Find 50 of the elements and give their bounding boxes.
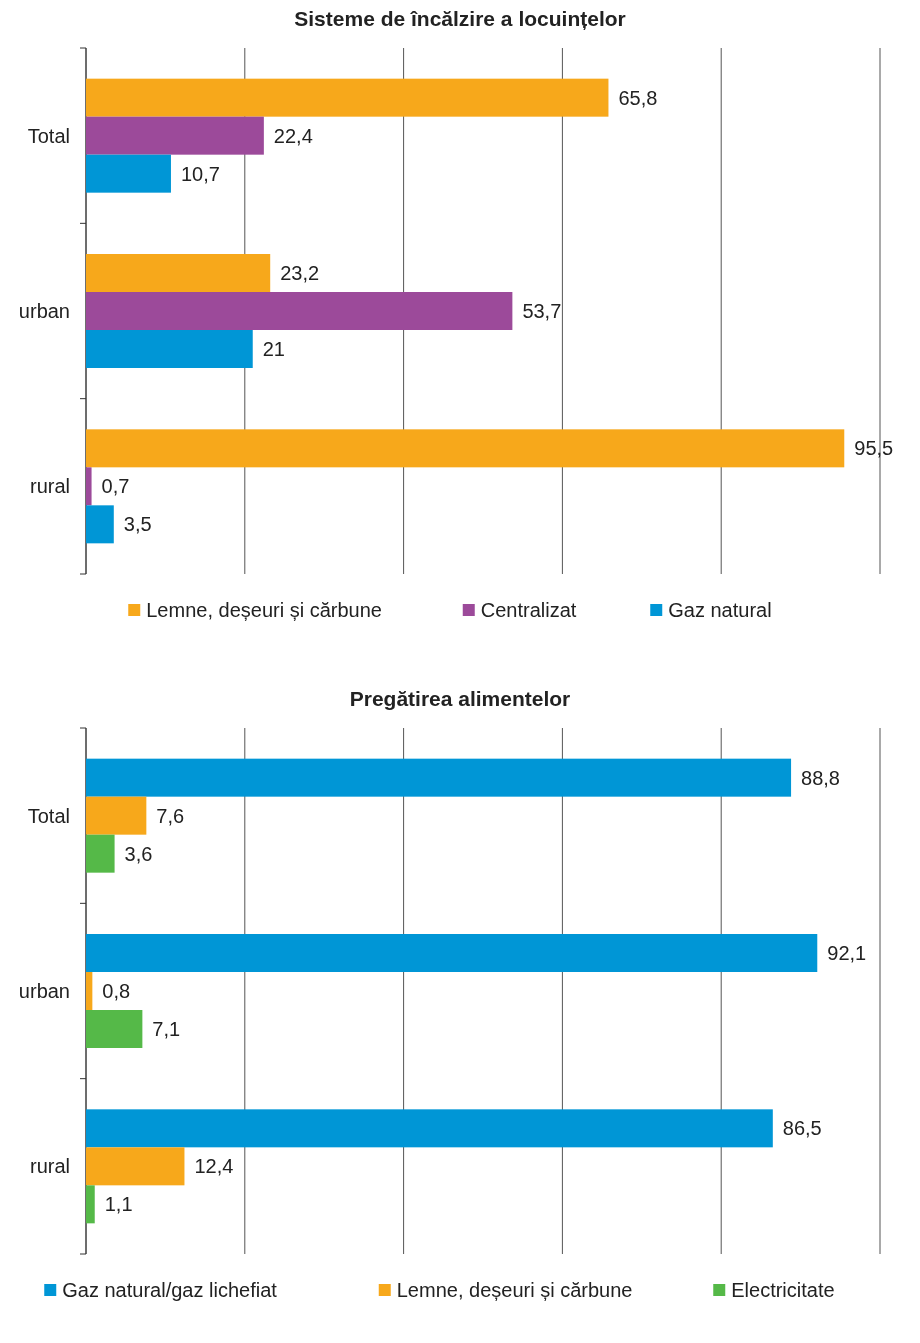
data-label: 95,5 (854, 437, 894, 460)
data-label: 7,6 (156, 804, 185, 827)
bar (86, 1185, 95, 1224)
data-label: 12,4 (194, 1155, 234, 1178)
bar (86, 467, 92, 506)
data-label: 86,5 (782, 1117, 822, 1140)
data-label: 10,7 (180, 162, 220, 185)
data-label: 21 (262, 338, 285, 360)
bar (86, 154, 171, 193)
chart-title: Pregătirea alimentelor (349, 687, 571, 710)
data-label: 88,8 (801, 766, 841, 789)
bar (86, 429, 845, 468)
bar (86, 254, 271, 292)
bar (86, 972, 93, 1010)
chart-title: Sisteme de încălzire a locuințelor (294, 7, 626, 30)
bar (86, 116, 264, 155)
data-label: 3,6 (124, 842, 153, 865)
data-label: 92,1 (827, 942, 867, 964)
bar (86, 78, 609, 117)
data-label: 1,1 (104, 1193, 133, 1216)
bar (86, 1109, 773, 1148)
data-label: 65,8 (618, 86, 658, 109)
legend-label: Lemne, deșeuri și cărbune (146, 599, 382, 621)
y-tick-label: urban (18, 980, 70, 1002)
y-tick-label: Total (27, 124, 70, 147)
bar (86, 796, 147, 835)
bar (86, 292, 513, 330)
data-label: 7,1 (152, 1018, 181, 1040)
data-label: 0,7 (101, 475, 130, 498)
bar (86, 330, 253, 368)
bar (86, 1147, 185, 1186)
data-label: 53,7 (522, 300, 562, 322)
legend-label: Centralizat (480, 599, 577, 621)
data-label: 3,5 (123, 513, 152, 536)
bar (86, 934, 818, 972)
bar (86, 834, 115, 873)
bar (86, 1010, 143, 1048)
y-tick-label: urban (18, 300, 70, 322)
y-tick-label: Total (27, 804, 70, 827)
bar (86, 505, 114, 544)
data-label: 23,2 (280, 262, 320, 284)
legend-label: Electricitate (731, 1279, 835, 1301)
legend-label: Gaz natural/gaz lichefiat (62, 1279, 278, 1301)
data-label: 0,8 (102, 980, 131, 1002)
y-tick-label: rural (29, 475, 70, 498)
bar (86, 758, 792, 797)
data-label: 22,4 (273, 124, 313, 147)
legend-label: Gaz natural (668, 599, 772, 621)
legend-label: Lemne, deșeuri și cărbune (396, 1279, 633, 1301)
y-tick-label: rural (29, 1155, 70, 1178)
